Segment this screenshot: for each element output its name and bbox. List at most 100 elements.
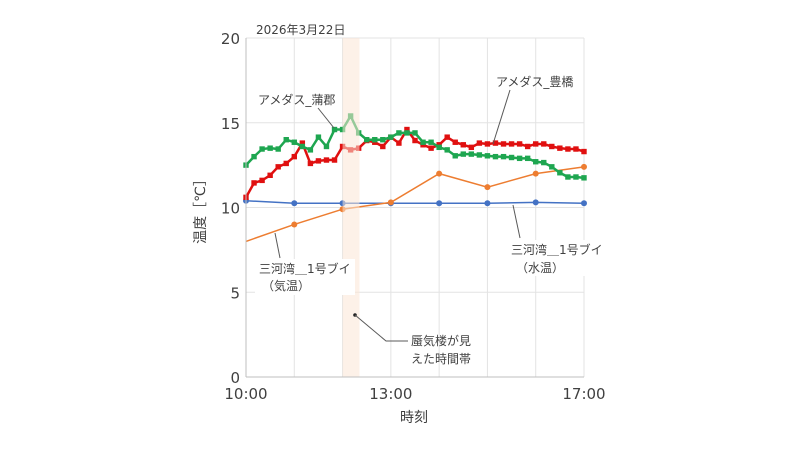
x-axis-label: 時刻 (400, 410, 428, 426)
data-point (380, 143, 386, 150)
data-point (291, 200, 298, 207)
y-tick-label: 15 (221, 115, 240, 133)
data-point (364, 137, 370, 143)
data-point (323, 157, 330, 163)
data-point (372, 137, 378, 143)
data-point (404, 126, 410, 133)
data-point (541, 141, 547, 147)
data-point (396, 130, 402, 136)
data-point (492, 140, 499, 146)
data-point (557, 170, 563, 176)
data-point (533, 141, 539, 147)
y-tick-label: 5 (230, 284, 240, 302)
data-point (565, 146, 571, 152)
data-point (484, 200, 491, 207)
data-point (573, 146, 579, 152)
data-point (339, 126, 346, 133)
data-point (532, 199, 539, 206)
data-point (508, 141, 515, 147)
data-point (500, 141, 507, 147)
data-point (581, 148, 587, 155)
data-point (565, 174, 571, 180)
label-gamagori: アメダス_蒲郡 (258, 92, 335, 107)
data-point (581, 200, 587, 207)
data-point (549, 143, 555, 150)
data-point (339, 143, 346, 150)
label-toyohashi: アメダス_豊橋 (496, 74, 573, 89)
data-point (516, 141, 523, 147)
data-point (581, 175, 587, 181)
x-tick-label: 10:00 (224, 385, 267, 403)
data-point (315, 158, 322, 164)
series-line (245, 166, 585, 243)
data-point (283, 160, 289, 167)
data-point (444, 134, 450, 140)
data-point (484, 153, 491, 159)
data-point (436, 200, 443, 207)
data-point (508, 154, 515, 161)
data-point (412, 130, 418, 136)
series-line (245, 199, 585, 205)
data-point (396, 140, 402, 146)
data-point (436, 170, 443, 177)
data-point (291, 153, 297, 160)
data-point (267, 145, 273, 151)
data-point (428, 139, 434, 145)
y-tick-label: 20 (221, 30, 240, 48)
label-buoy-water-2: （水温） (516, 261, 564, 275)
data-point (476, 152, 483, 158)
data-point (484, 141, 491, 147)
data-point (291, 221, 298, 228)
data-point (428, 145, 434, 151)
data-point (468, 151, 475, 157)
data-point (275, 164, 281, 170)
x-tick-label: 13:00 (369, 385, 412, 403)
data-point (500, 153, 507, 160)
date-label: 2026年3月22日 (256, 23, 345, 37)
series-line (245, 113, 585, 180)
label-buoy-air-2: （気温） (262, 278, 310, 293)
data-point (283, 137, 289, 143)
data-point (275, 146, 281, 152)
label-band-1: 蜃気楼が見 (411, 333, 471, 348)
data-point (420, 139, 426, 145)
label-band-2: えた時間帯 (411, 352, 471, 366)
data-point (492, 153, 499, 160)
data-point (412, 137, 418, 144)
data-point (259, 146, 265, 152)
data-point (251, 180, 257, 186)
y-axis-label: 温度［℃］ (193, 172, 209, 244)
data-point (484, 184, 491, 191)
data-point (436, 144, 442, 151)
data-point (533, 159, 539, 165)
data-point (388, 134, 394, 140)
data-point (532, 170, 539, 177)
data-point (404, 130, 410, 136)
data-point (444, 147, 450, 153)
data-point (299, 140, 306, 146)
data-point (452, 153, 458, 159)
data-point (460, 142, 466, 148)
data-point (524, 143, 531, 150)
data-point (307, 160, 314, 167)
data-point (573, 174, 579, 180)
data-point (541, 159, 547, 166)
data-point (251, 153, 257, 160)
data-point (452, 139, 458, 145)
data-point (460, 151, 466, 157)
data-point (380, 137, 386, 143)
data-point (581, 163, 587, 170)
y-tick-label: 0 (230, 369, 240, 387)
data-point (468, 144, 475, 151)
mirage-time-band (342, 38, 360, 377)
data-point (323, 143, 330, 150)
data-point (259, 177, 265, 184)
data-point (307, 147, 314, 153)
data-point (549, 164, 555, 170)
data-point (557, 145, 563, 151)
data-point (516, 155, 523, 162)
data-point (267, 172, 273, 178)
data-point (524, 155, 531, 162)
